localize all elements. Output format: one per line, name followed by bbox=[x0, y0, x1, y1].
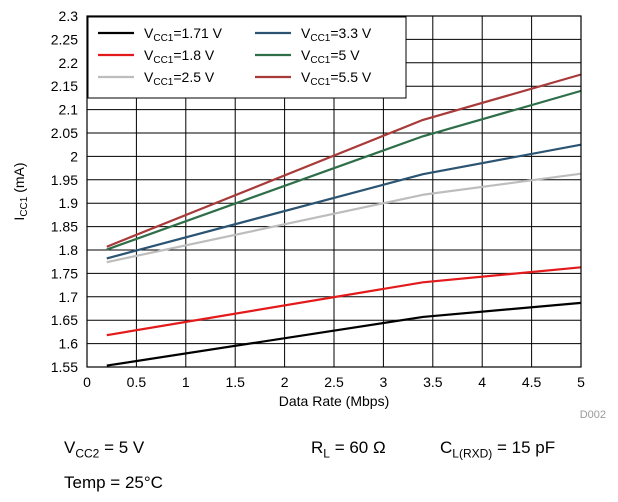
cl-condition: CL(RXD) = 15 pF bbox=[440, 438, 556, 461]
y-tick-label: 2.15 bbox=[51, 78, 78, 94]
legend-label: VCC1=3.3 V bbox=[301, 25, 372, 44]
x-tick-label: 4 bbox=[478, 374, 486, 390]
x-tick-label: 5 bbox=[577, 374, 585, 390]
plot-frame bbox=[86, 15, 582, 368]
x-tick-label: 3 bbox=[380, 374, 388, 390]
rl-condition: RL = 60 Ω bbox=[311, 438, 386, 461]
x-tick-label: 2 bbox=[281, 374, 289, 390]
legend-label: VCC1=1.8 V bbox=[144, 47, 215, 66]
series-line-2 bbox=[106, 266, 582, 337]
y-tick-label: 2.1 bbox=[59, 102, 79, 118]
series-line-6 bbox=[106, 73, 582, 248]
legend: VCC1=1.71 V VCC1=1.8 V VCC1=2.5 V VCC1=3.3 … bbox=[87, 16, 407, 99]
series-line-4 bbox=[106, 143, 582, 260]
vcc2-condition: VCC2 = 5 V bbox=[64, 438, 145, 461]
series-line-3 bbox=[106, 172, 582, 264]
x-tick-label: 0 bbox=[83, 374, 91, 390]
y-tick-label: 2.25 bbox=[51, 31, 78, 47]
legend-label: VCC1=5 V bbox=[301, 47, 360, 66]
legend-label: VCC1=2.5 V bbox=[144, 69, 215, 88]
series-lines bbox=[106, 73, 582, 367]
x-tick-label: 3.5 bbox=[423, 374, 443, 390]
y-tick-label: 1.85 bbox=[51, 219, 78, 235]
y-tick-label: 1.6 bbox=[59, 336, 79, 352]
y-tick-label: 1.65 bbox=[51, 312, 78, 328]
series-line-5 bbox=[106, 89, 582, 251]
y-tick-label: 1.7 bbox=[59, 289, 79, 305]
legend-label: VCC1=1.71 V bbox=[144, 25, 223, 44]
chart: 0 0.5 1 1.5 2 2.5 3 3.5 4 4.5 5 1.55 1.6 1.65 1.7 1.75… bbox=[11, 8, 606, 420]
x-tick-labels: 0 0.5 1 1.5 2 2.5 3 3.5 4 4.5 5 bbox=[83, 374, 585, 390]
y-tick-label: 2 bbox=[70, 148, 78, 164]
y-tick-label: 1.55 bbox=[51, 359, 78, 375]
y-tick-label: 1.95 bbox=[51, 172, 78, 188]
y-tick-label: 1.75 bbox=[51, 265, 78, 281]
y-tick-label: 1.9 bbox=[59, 195, 79, 211]
y-tick-label: 1.8 bbox=[59, 242, 79, 258]
legend-label: VCC1=5.5 V bbox=[301, 69, 372, 88]
x-tick-label: 2.5 bbox=[324, 374, 344, 390]
x-tick-label: 1.5 bbox=[225, 374, 245, 390]
x-tick-label: 1 bbox=[182, 374, 190, 390]
temp-condition: Temp = 25°C bbox=[64, 473, 163, 492]
y-axis-label: ICC1 (mA) bbox=[11, 162, 30, 220]
x-axis-label: Data Rate (Mbps) bbox=[279, 393, 389, 409]
y-tick-label: 2.2 bbox=[59, 55, 79, 71]
x-tick-label: 0.5 bbox=[127, 374, 147, 390]
y-tick-label: 2.3 bbox=[59, 8, 79, 24]
legend-box bbox=[87, 16, 407, 99]
y-tick-labels: 1.55 1.6 1.65 1.7 1.75 1.8 1.85 1.9 1.95 2 2.05 2.1… bbox=[51, 8, 78, 375]
figure-id: D002 bbox=[580, 409, 606, 420]
x-tick-label: 4.5 bbox=[522, 374, 542, 390]
series-line-1 bbox=[106, 301, 582, 367]
y-tick-label: 2.05 bbox=[51, 125, 78, 141]
